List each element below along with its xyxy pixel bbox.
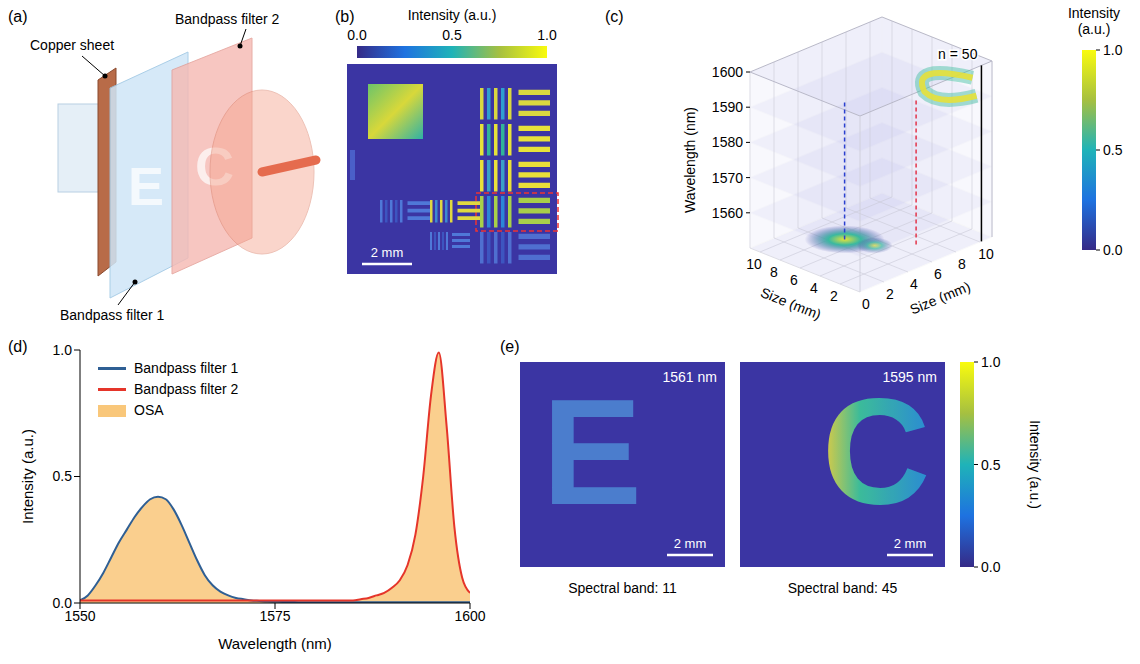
svg-text:1.0: 1.0 — [981, 354, 1001, 370]
svg-text:Intensity (a.u.): Intensity (a.u.) — [1027, 420, 1043, 509]
svg-text:C: C — [822, 368, 930, 536]
svg-text:1.0: 1.0 — [1103, 42, 1123, 58]
svg-text:1.0: 1.0 — [53, 342, 73, 358]
svg-text:(a.u.): (a.u.) — [1078, 21, 1111, 37]
svg-text:1600: 1600 — [712, 64, 743, 80]
svg-text:Intensity: Intensity — [1068, 5, 1120, 21]
svg-text:Bandpass filter 1: Bandpass filter 1 — [60, 307, 164, 323]
svg-text:8: 8 — [958, 256, 966, 272]
svg-text:1570: 1570 — [712, 170, 743, 186]
svg-text:4: 4 — [810, 280, 818, 296]
svg-text:4: 4 — [910, 276, 918, 292]
svg-text:(b): (b) — [335, 8, 355, 25]
svg-text:2 mm: 2 mm — [894, 536, 927, 551]
svg-text:Bandpass filter 2: Bandpass filter 2 — [175, 11, 279, 27]
svg-text:(a): (a) — [8, 8, 28, 25]
svg-text:1.0: 1.0 — [537, 27, 557, 43]
svg-text:Copper sheet: Copper sheet — [30, 37, 114, 53]
svg-text:0: 0 — [862, 296, 870, 312]
svg-text:Intensity (a.u.): Intensity (a.u.) — [19, 429, 36, 524]
svg-text:0.0: 0.0 — [347, 27, 367, 43]
svg-text:0.5: 0.5 — [1103, 142, 1123, 158]
svg-text:0.0: 0.0 — [981, 559, 1001, 575]
svg-text:Size (mm): Size (mm) — [908, 278, 973, 317]
svg-text:1580: 1580 — [712, 134, 743, 150]
svg-text:1590: 1590 — [712, 99, 743, 115]
svg-text:6: 6 — [934, 266, 942, 282]
svg-text:Spectral band: 45: Spectral band: 45 — [788, 580, 898, 596]
svg-text:Spectral band: 11: Spectral band: 11 — [568, 580, 677, 596]
svg-text:2 mm: 2 mm — [371, 245, 404, 260]
html-text:Bandpass filter 1: Bandpass filter 1 — [134, 360, 239, 376]
svg-text:2: 2 — [886, 286, 894, 302]
svg-text:Intensity (a.u.): Intensity (a.u.) — [408, 7, 497, 23]
svg-text:1560: 1560 — [712, 205, 743, 221]
svg-text:(d): (d) — [8, 338, 28, 355]
svg-text:1561 nm: 1561 nm — [663, 369, 717, 385]
html-text:Bandpass filter 2: Bandpass filter 2 — [134, 381, 239, 397]
svg-text:1595 nm: 1595 nm — [883, 369, 937, 385]
svg-text:(e): (e) — [500, 338, 520, 355]
html-text:OSA: OSA — [134, 402, 164, 418]
svg-text:Size (mm): Size (mm) — [758, 284, 823, 323]
svg-text:8: 8 — [770, 264, 778, 280]
svg-text:0.5: 0.5 — [442, 27, 462, 43]
svg-text:n = 50: n = 50 — [938, 46, 978, 62]
svg-text:2 mm: 2 mm — [674, 536, 707, 551]
svg-text:10: 10 — [746, 256, 762, 272]
svg-text:1575: 1575 — [259, 608, 290, 624]
svg-text:2: 2 — [830, 288, 838, 304]
svg-text:Wavelength (nm): Wavelength (nm) — [218, 635, 332, 652]
svg-text:0.5: 0.5 — [53, 468, 73, 484]
svg-text:0.5: 0.5 — [981, 457, 1001, 473]
svg-text:10: 10 — [978, 246, 994, 262]
svg-text:0.0: 0.0 — [1103, 242, 1123, 258]
svg-text:Wavelength (nm): Wavelength (nm) — [682, 107, 698, 213]
svg-text:1600: 1600 — [454, 608, 485, 624]
svg-text:(c): (c) — [605, 8, 624, 25]
svg-text:E: E — [542, 368, 642, 536]
svg-text:0.0: 0.0 — [53, 595, 73, 611]
svg-text:6: 6 — [790, 272, 798, 288]
svg-text:1550: 1550 — [64, 607, 96, 624]
svg-text:E: E — [128, 156, 164, 216]
